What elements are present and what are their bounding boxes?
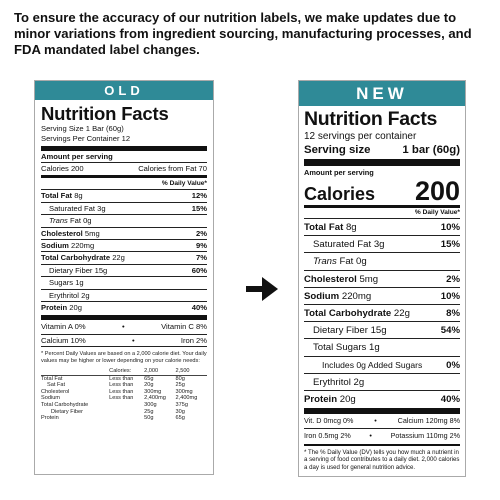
old-row-protein: Protein 20g 40%	[41, 300, 207, 312]
new-row-sodium: Sodium 220mg 10%	[304, 286, 460, 304]
old-row-cholesterol: Cholesterol 5mg 2%	[41, 226, 207, 238]
old-row-sugars: Sugars 1g	[41, 276, 207, 288]
new-serving-size: Serving size 1 bar (60g)	[304, 144, 460, 156]
new-calories-row: Calories 200	[304, 178, 460, 205]
old-vitamin-row-2: Calcium 10% • Iron 2%	[41, 333, 207, 345]
old-vitamin-row-1: Vitamin A 0% • Vitamin C 8%	[41, 322, 207, 332]
new-row-saturated-fat: Saturated Fat 3g 15%	[304, 235, 460, 252]
old-divider-thick-2	[41, 315, 207, 321]
table-row: Sodium Less than 2,400mg 2,400mg	[41, 395, 198, 402]
new-calories-label: Calories	[304, 184, 376, 204]
table-row: Dietary Fiber 25g 30g	[51, 408, 185, 415]
old-table-header: Calories: 2,000 2,500	[41, 368, 207, 376]
old-title: Nutrition Facts	[41, 103, 169, 124]
new-row-protein: Protein 20g 40%	[304, 389, 460, 407]
old-serving-size: Serving Size 1 Bar (60g)	[41, 124, 124, 133]
old-calories-row: Calories 200 Calories from Fat 70	[41, 162, 207, 174]
new-row-total-fat: Total Fat 8g 10%	[304, 218, 460, 235]
new-row-dietary-fiber: Dietary Fiber 15g 54%	[304, 321, 460, 338]
new-row-cholesterol: Cholesterol 5mg 2%	[304, 269, 460, 287]
new-vitamin-row-2: Iron 0.5mg 2% • Potassium 110mg 2%	[304, 428, 460, 442]
new-row-total-sugars: Total Sugars 1g	[304, 338, 460, 355]
old-row-total-carbohydrate: Total Carbohydrate 22g 7%	[41, 251, 207, 263]
table-row: Total Carbohydrate 300g 375g	[41, 402, 188, 409]
arrow-right-icon	[246, 277, 278, 301]
new-row-trans-fat: Trans Fat 0g	[304, 252, 460, 269]
old-divider-mid	[41, 175, 207, 179]
old-row-total-fat: Total Fat 8g 12%	[41, 189, 207, 201]
old-daily-value-header: % Daily Value*	[161, 180, 207, 188]
old-row-erythritol: Erythritol 2g	[41, 288, 207, 301]
headline-text: To ensure the accuracy of our nutrition …	[14, 10, 472, 57]
old-footnote: * Percent Daily Values are based on a 2,…	[41, 351, 207, 365]
table-row: Sat Fat Less than 20g 25g	[47, 382, 185, 389]
old-nutrition-label: OLD Nutrition Facts Serving Size 1 Bar (…	[34, 80, 214, 475]
table-row: Cholesterol Less than 300mg 300mg	[41, 388, 193, 395]
new-divider-thick	[304, 159, 460, 166]
new-row-erythritol: Erythritol 2g	[304, 372, 460, 390]
new-divider-thick-2	[304, 408, 460, 415]
new-row-added-sugars: Includes 0g Added Sugars 0%	[304, 355, 460, 373]
new-nutrition-label: NEW Nutrition Facts 12 servings per cont…	[298, 80, 466, 477]
new-daily-value-header: % Daily Value*	[304, 205, 460, 218]
old-amount-per-serving: Amount per serving	[41, 152, 113, 161]
old-row-saturated-fat: Saturated Fat 3g 15%	[41, 201, 207, 214]
old-calories: Calories 200	[41, 164, 84, 173]
new-title: Nutrition Facts	[304, 108, 438, 130]
old-daily-values-table: Calories: 2,000 2,500 Total Fat Less than 65…	[41, 368, 207, 422]
table-row: Total Fat Less than 65g 80g	[41, 375, 185, 382]
old-row-dietary-fiber: Dietary Fiber 15g 60%	[41, 263, 207, 276]
new-servings-per-container: 12 servings per container	[304, 131, 417, 142]
new-row-total-carbohydrate: Total Carbohydrate 22g 8%	[304, 303, 460, 321]
new-footnote: * The % Daily Value (DV) tells you how m…	[304, 444, 460, 471]
table-row: Protein 50g 65g	[41, 415, 185, 422]
new-banner: NEW	[299, 81, 465, 106]
old-row-trans-fat: Trans Fat 0g	[41, 214, 207, 226]
new-calories-value: 200	[414, 176, 460, 206]
old-divider-thick	[41, 146, 207, 151]
old-row-sodium: Sodium 220mg 9%	[41, 238, 207, 250]
old-servings-per-container: Servings Per Container 12	[41, 134, 131, 143]
new-amount-per-serving: Amount per serving	[304, 168, 374, 177]
old-calories-from-fat: Calories from Fat 70	[138, 164, 207, 173]
old-banner: OLD	[35, 81, 213, 100]
new-vitamin-row-1: Vit. D 0mcg 0% • Calcium 120mg 8%	[304, 416, 460, 426]
